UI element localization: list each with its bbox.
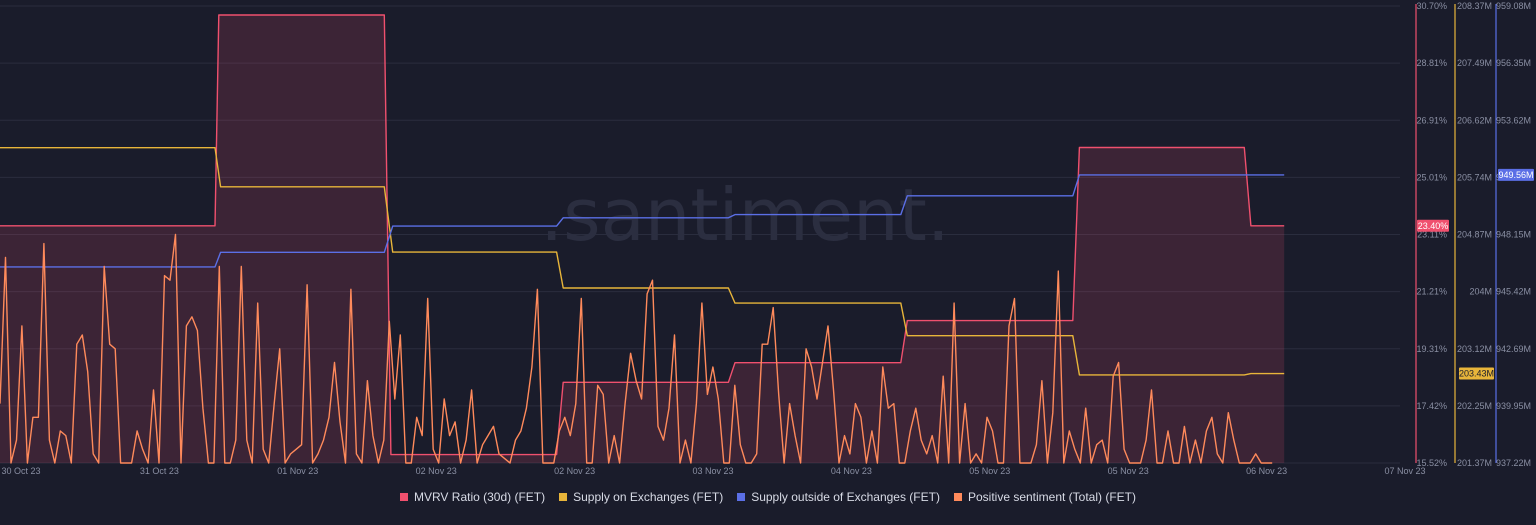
legend-item[interactable]: MVRV Ratio (30d) (FET) bbox=[399, 490, 546, 504]
y-tick-label: 208.37M bbox=[1457, 1, 1492, 11]
value-badge-text: 949.56M bbox=[1498, 170, 1533, 180]
legend-swatch bbox=[399, 493, 408, 501]
y-tick-label: 206.62M bbox=[1457, 115, 1492, 125]
y-tick-label: 204M bbox=[1469, 287, 1492, 297]
legend-item[interactable]: Supply outside of Exchanges (FET) bbox=[737, 490, 940, 504]
series-layer bbox=[0, 14, 1285, 464]
y-tick-label: 945.42M bbox=[1496, 287, 1531, 297]
value-badge-supply_out: 949.56M bbox=[1498, 168, 1534, 181]
y-tick-label: 17.42% bbox=[1416, 401, 1447, 411]
x-tick-label: 02 Nov 23 bbox=[416, 466, 457, 476]
series-1 bbox=[0, 147, 1285, 376]
legend-label: Supply on Exchanges (FET) bbox=[573, 490, 724, 504]
legend-label: MVRV Ratio (30d) (FET) bbox=[413, 490, 546, 504]
y-tick-label: 942.69M bbox=[1496, 344, 1531, 354]
y-tick-label: 28.81% bbox=[1416, 58, 1447, 68]
series-0 bbox=[0, 14, 1285, 463]
y-tick-label: 953.62M bbox=[1496, 115, 1531, 125]
y-tick-label: 948.15M bbox=[1496, 230, 1531, 240]
legend-swatch bbox=[559, 493, 568, 501]
legend-label: Supply outside of Exchanges (FET) bbox=[751, 490, 940, 504]
x-tick-label: 03 Nov 23 bbox=[692, 466, 733, 476]
x-tick-label: 06 Nov 23 bbox=[1246, 466, 1287, 476]
y-tick-label: 937.22M bbox=[1496, 458, 1531, 468]
y-tick-label: 23.11% bbox=[1417, 230, 1447, 240]
x-tick-label: 07 Nov 23 bbox=[1384, 466, 1425, 476]
legend-item[interactable]: Positive sentiment (Total) (FET) bbox=[953, 490, 1137, 504]
y-tick-label: 202.25M bbox=[1457, 401, 1492, 411]
y-tick-label: 956.35M bbox=[1496, 58, 1531, 68]
y-tick-label: 15.52% bbox=[1416, 458, 1447, 468]
series-line bbox=[0, 147, 1285, 376]
x-tick-label: 01 Nov 23 bbox=[277, 466, 318, 476]
series-area bbox=[0, 15, 1285, 463]
series-3 bbox=[0, 233, 1273, 464]
y-tick-label: 205.74M bbox=[1457, 172, 1492, 182]
y-tick-label: 26.91% bbox=[1416, 115, 1447, 125]
y-tick-label: 21.21% bbox=[1416, 287, 1447, 297]
value-badge-text: 23.40% bbox=[1418, 221, 1449, 231]
legend-item[interactable]: Supply on Exchanges (FET) bbox=[559, 490, 723, 504]
y-tick-label: 204.87M bbox=[1457, 230, 1492, 240]
legend-swatch bbox=[953, 493, 962, 501]
legend-swatch bbox=[737, 493, 746, 501]
value-badge-supply_on: 203.43M bbox=[1459, 367, 1494, 380]
y-tick-label: 203.12M bbox=[1457, 344, 1492, 354]
y-tick-label: 201.37M bbox=[1457, 458, 1492, 468]
x-tick-label: 05 Nov 23 bbox=[969, 466, 1010, 476]
x-tick-label: 04 Nov 23 bbox=[831, 466, 872, 476]
y-tick-label: 25.01% bbox=[1416, 172, 1447, 182]
value-badge-text: 203.43M bbox=[1459, 369, 1494, 379]
series-2 bbox=[0, 174, 1285, 268]
axes-layer: 30.70% 28.81% 26.91% 25.01% 23.11% 21.21% 19.3… bbox=[1, 1, 1534, 476]
value-badge-mvrv: 23.40% bbox=[1417, 219, 1449, 232]
y-tick-label: 30.70% bbox=[1416, 1, 1447, 11]
y-tick-label: 939.95M bbox=[1496, 401, 1531, 411]
x-tick-label: 30 Oct 23 bbox=[1, 466, 40, 476]
x-tick-label: 31 Oct 23 bbox=[140, 466, 179, 476]
series-line bbox=[0, 14, 1285, 456]
series-line bbox=[0, 233, 1273, 464]
x-tick-label: 02 Nov 23 bbox=[554, 466, 595, 476]
legend: MVRV Ratio (30d) (FET) Supply on Exchange… bbox=[0, 490, 1536, 504]
grid-lines bbox=[0, 5, 1400, 464]
y-tick-label: 207.49M bbox=[1457, 58, 1492, 68]
legend-label: Positive sentiment (Total) (FET) bbox=[967, 490, 1137, 504]
series-line bbox=[0, 174, 1285, 268]
x-tick-label: 05 Nov 23 bbox=[1108, 466, 1149, 476]
y-tick-label: 959.08M bbox=[1496, 1, 1531, 11]
y-tick-label: 19.31% bbox=[1416, 344, 1447, 354]
